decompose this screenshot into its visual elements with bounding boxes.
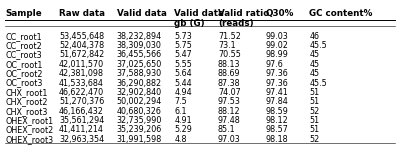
Text: 51: 51 — [309, 116, 319, 125]
Text: OC_root3: OC_root3 — [5, 79, 43, 87]
Text: 51: 51 — [309, 125, 319, 134]
Text: 40,680,326: 40,680,326 — [116, 107, 162, 116]
Text: 42,011,570: 42,011,570 — [59, 60, 104, 69]
Text: 36,455,566: 36,455,566 — [116, 50, 162, 59]
Text: 52,404,378: 52,404,378 — [59, 41, 104, 50]
Text: 37,588,930: 37,588,930 — [116, 69, 162, 78]
Text: 73.1: 73.1 — [218, 41, 236, 50]
Text: Q30%: Q30% — [266, 9, 294, 18]
Text: 5.29: 5.29 — [174, 125, 192, 134]
Text: 98.57: 98.57 — [266, 125, 288, 134]
Text: 42,381,098: 42,381,098 — [59, 69, 104, 78]
Text: 53,455,648: 53,455,648 — [59, 32, 104, 41]
Text: 97.36: 97.36 — [266, 79, 288, 87]
Text: 88.12: 88.12 — [218, 107, 240, 116]
Text: 41,411,214: 41,411,214 — [59, 125, 104, 134]
Text: CHX_root3: CHX_root3 — [5, 107, 48, 116]
Text: GC content%: GC content% — [309, 9, 373, 18]
Text: 97.48: 97.48 — [218, 116, 241, 125]
Text: 71.52: 71.52 — [218, 32, 241, 41]
Text: 88.69: 88.69 — [218, 69, 240, 78]
Text: 35,239,206: 35,239,206 — [116, 125, 162, 134]
Text: 38,232,894: 38,232,894 — [116, 32, 162, 41]
Text: 97.36: 97.36 — [266, 69, 288, 78]
Text: 41,533,684: 41,533,684 — [59, 79, 104, 87]
Text: 52: 52 — [309, 135, 320, 144]
Text: 52: 52 — [309, 107, 320, 116]
Text: 45: 45 — [309, 69, 319, 78]
Text: 5.64: 5.64 — [174, 69, 192, 78]
Text: 51: 51 — [309, 97, 319, 106]
Text: 99.03: 99.03 — [266, 32, 288, 41]
Text: 51,672,842: 51,672,842 — [59, 50, 104, 59]
Text: 46,166,432: 46,166,432 — [59, 107, 104, 116]
Text: OC_root2: OC_root2 — [5, 69, 43, 78]
Text: Valid ratio
(reads): Valid ratio (reads) — [218, 9, 269, 28]
Text: 98.12: 98.12 — [266, 116, 288, 125]
Text: 74.07: 74.07 — [218, 88, 241, 97]
Text: 98.18: 98.18 — [266, 135, 288, 144]
Text: 5.47: 5.47 — [174, 50, 192, 59]
Text: OHEX_root1: OHEX_root1 — [5, 116, 54, 125]
Text: 51: 51 — [309, 88, 319, 97]
Text: 98.99: 98.99 — [266, 50, 288, 59]
Text: 70.55: 70.55 — [218, 50, 241, 59]
Text: CC_root2: CC_root2 — [5, 41, 42, 50]
Text: 85.1: 85.1 — [218, 125, 236, 134]
Text: 6.1: 6.1 — [174, 107, 187, 116]
Text: 99.02: 99.02 — [266, 41, 288, 50]
Text: Valid data
gb (G): Valid data gb (G) — [174, 9, 224, 28]
Text: 45.5: 45.5 — [309, 41, 327, 50]
Text: 32,963,354: 32,963,354 — [59, 135, 104, 144]
Text: CHX_root1: CHX_root1 — [5, 88, 48, 97]
Text: 36,290,882: 36,290,882 — [116, 79, 162, 87]
Text: 4.94: 4.94 — [174, 88, 192, 97]
Text: 32,735,990: 32,735,990 — [116, 116, 162, 125]
Text: 35,561,294: 35,561,294 — [59, 116, 104, 125]
Text: 32,902,840: 32,902,840 — [116, 88, 162, 97]
Text: 31,991,598: 31,991,598 — [116, 135, 162, 144]
Text: 37,025,650: 37,025,650 — [116, 60, 162, 69]
Text: 50,002,294: 50,002,294 — [116, 97, 162, 106]
Text: 5.75: 5.75 — [174, 41, 192, 50]
Text: 45: 45 — [309, 50, 319, 59]
Text: OHEX_root2: OHEX_root2 — [5, 125, 54, 134]
Text: 7.5: 7.5 — [174, 97, 187, 106]
Text: 38,309,030: 38,309,030 — [116, 41, 162, 50]
Text: 97.41: 97.41 — [266, 88, 288, 97]
Text: 87.38: 87.38 — [218, 79, 240, 87]
Text: OHEX_root3: OHEX_root3 — [5, 135, 54, 144]
Text: 5.73: 5.73 — [174, 32, 192, 41]
Text: 5.55: 5.55 — [174, 60, 192, 69]
Text: 98.59: 98.59 — [266, 107, 288, 116]
Text: CC_root1: CC_root1 — [5, 32, 42, 41]
Text: 97.03: 97.03 — [218, 135, 241, 144]
Text: 51,270,376: 51,270,376 — [59, 97, 104, 106]
Text: 97.84: 97.84 — [266, 97, 288, 106]
Text: 46: 46 — [309, 32, 319, 41]
Text: Valid data: Valid data — [116, 9, 166, 18]
Text: Sample: Sample — [5, 9, 42, 18]
Text: 4.8: 4.8 — [174, 135, 187, 144]
Text: 45: 45 — [309, 60, 319, 69]
Text: 88.13: 88.13 — [218, 60, 240, 69]
Text: 45.5: 45.5 — [309, 79, 327, 87]
Text: 4.91: 4.91 — [174, 116, 192, 125]
Text: 97.6: 97.6 — [266, 60, 283, 69]
Text: CC_root3: CC_root3 — [5, 50, 42, 59]
Text: CHX_root2: CHX_root2 — [5, 97, 48, 106]
Text: 5.44: 5.44 — [174, 79, 192, 87]
Text: Raw data: Raw data — [59, 9, 105, 18]
Text: 97.53: 97.53 — [218, 97, 241, 106]
Text: 46,622,470: 46,622,470 — [59, 88, 104, 97]
Text: OC_root1: OC_root1 — [5, 60, 43, 69]
